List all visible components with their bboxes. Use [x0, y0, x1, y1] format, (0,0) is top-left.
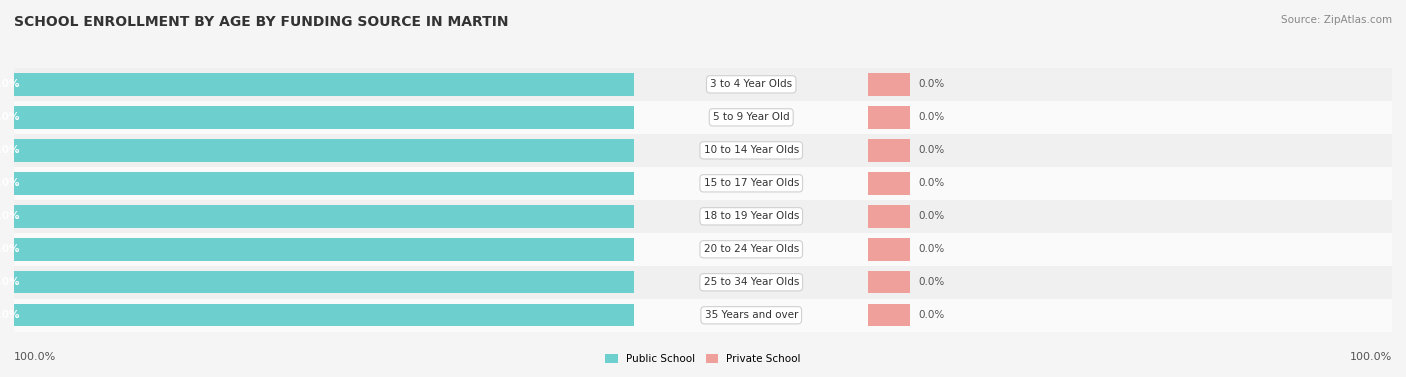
Text: 100.0%: 100.0% — [1350, 352, 1392, 362]
Bar — [14, 167, 634, 200]
Bar — [869, 68, 1392, 101]
Text: 0.0%: 0.0% — [918, 79, 945, 89]
Text: 0.0%: 0.0% — [918, 244, 945, 254]
Bar — [869, 266, 1392, 299]
Text: 0.0%: 0.0% — [918, 145, 945, 155]
Text: 0.0%: 0.0% — [918, 211, 945, 221]
Text: 25 to 34 Year Olds: 25 to 34 Year Olds — [703, 277, 799, 287]
Text: 20 to 24 Year Olds: 20 to 24 Year Olds — [703, 244, 799, 254]
Text: 100.0%: 100.0% — [0, 211, 20, 221]
Bar — [634, 200, 869, 233]
Bar — [14, 106, 634, 129]
Text: 100.0%: 100.0% — [0, 244, 20, 254]
Bar — [869, 172, 910, 195]
Bar — [869, 205, 910, 228]
Bar — [869, 73, 910, 96]
Bar — [869, 238, 910, 261]
Text: 5 to 9 Year Old: 5 to 9 Year Old — [713, 112, 790, 123]
Bar — [14, 304, 634, 326]
Text: 100.0%: 100.0% — [0, 145, 20, 155]
Bar — [869, 271, 910, 294]
Bar — [14, 238, 634, 261]
Bar — [14, 205, 634, 228]
Text: 100.0%: 100.0% — [0, 310, 20, 320]
Text: 0.0%: 0.0% — [918, 112, 945, 123]
Text: 100.0%: 100.0% — [0, 79, 20, 89]
Text: 100.0%: 100.0% — [0, 178, 20, 188]
Text: 0.0%: 0.0% — [918, 178, 945, 188]
Bar — [14, 299, 634, 332]
Text: 100.0%: 100.0% — [14, 352, 56, 362]
Text: Source: ZipAtlas.com: Source: ZipAtlas.com — [1281, 15, 1392, 25]
Text: 3 to 4 Year Olds: 3 to 4 Year Olds — [710, 79, 793, 89]
Bar — [869, 134, 1392, 167]
Text: 100.0%: 100.0% — [0, 277, 20, 287]
Bar — [14, 101, 634, 134]
Bar — [869, 200, 1392, 233]
Text: 35 Years and over: 35 Years and over — [704, 310, 799, 320]
Bar — [634, 266, 869, 299]
Text: 15 to 17 Year Olds: 15 to 17 Year Olds — [703, 178, 799, 188]
Bar — [869, 233, 1392, 266]
Text: 18 to 19 Year Olds: 18 to 19 Year Olds — [703, 211, 799, 221]
Bar — [869, 139, 910, 162]
Bar — [634, 233, 869, 266]
Bar — [869, 106, 910, 129]
Bar — [14, 172, 634, 195]
Bar — [14, 271, 634, 294]
Bar — [14, 233, 634, 266]
Bar — [634, 68, 869, 101]
Text: 10 to 14 Year Olds: 10 to 14 Year Olds — [703, 145, 799, 155]
Bar — [634, 299, 869, 332]
Bar — [14, 68, 634, 101]
Bar — [869, 167, 1392, 200]
Bar — [634, 167, 869, 200]
Bar — [14, 134, 634, 167]
Bar — [634, 134, 869, 167]
Bar — [14, 200, 634, 233]
Bar — [634, 101, 869, 134]
Bar — [869, 101, 1392, 134]
Bar — [869, 299, 1392, 332]
Legend: Public School, Private School: Public School, Private School — [600, 350, 806, 368]
Bar — [14, 139, 634, 162]
Text: 0.0%: 0.0% — [918, 310, 945, 320]
Bar — [869, 304, 910, 326]
Bar — [14, 73, 634, 96]
Text: SCHOOL ENROLLMENT BY AGE BY FUNDING SOURCE IN MARTIN: SCHOOL ENROLLMENT BY AGE BY FUNDING SOUR… — [14, 15, 509, 29]
Text: 100.0%: 100.0% — [0, 112, 20, 123]
Bar — [14, 266, 634, 299]
Text: 0.0%: 0.0% — [918, 277, 945, 287]
